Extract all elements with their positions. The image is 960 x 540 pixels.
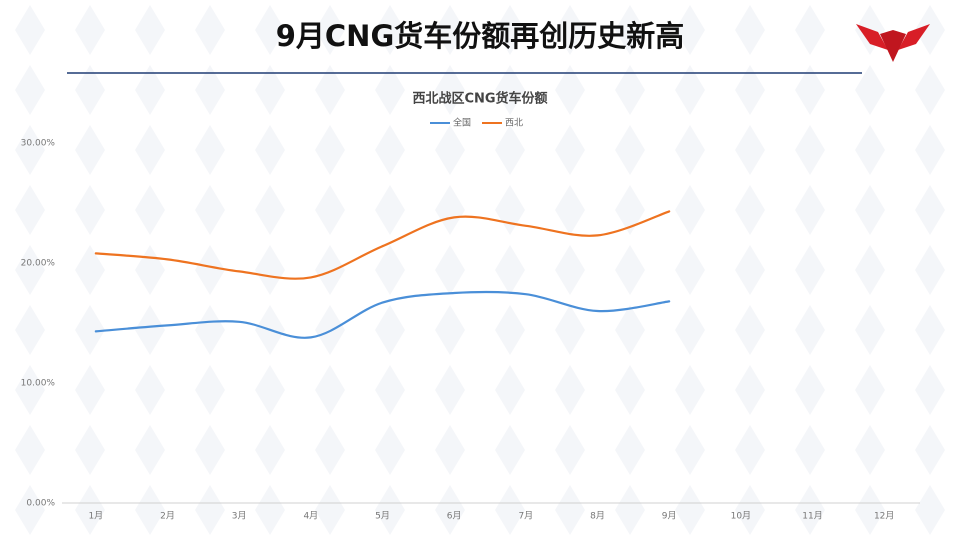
x-tick-label: 4月 <box>303 511 318 522</box>
x-tick-label: 8月 <box>590 511 605 522</box>
series-line <box>94 290 671 339</box>
logo <box>856 24 930 62</box>
y-tick-label: 10.00% <box>21 379 56 389</box>
x-tick-label: 3月 <box>232 511 247 522</box>
chart-title: 西北战区CNG货车份额 <box>412 91 547 107</box>
legend-label: 全国 <box>453 117 471 129</box>
x-tick-label: 2月 <box>160 511 175 522</box>
y-tick-label: 30.00% <box>21 139 56 149</box>
x-tick-label: 11月 <box>802 511 822 522</box>
y-tick-label: 0.00% <box>26 499 55 509</box>
x-tick-label: 12月 <box>874 511 894 522</box>
y-tick-label: 20.00% <box>21 259 56 269</box>
series-line <box>94 210 671 280</box>
x-tick-label: 7月 <box>518 511 533 522</box>
x-tick-label: 1月 <box>88 511 103 522</box>
x-tick-label: 6月 <box>447 511 462 522</box>
x-tick-label: 9月 <box>662 511 677 522</box>
x-tick-label: 10月 <box>731 511 751 522</box>
legend-label: 西北 <box>505 118 523 129</box>
slide-title: 9月CNG货车份额再创历史新高 <box>276 19 685 53</box>
x-tick-label: 5月 <box>375 511 390 522</box>
